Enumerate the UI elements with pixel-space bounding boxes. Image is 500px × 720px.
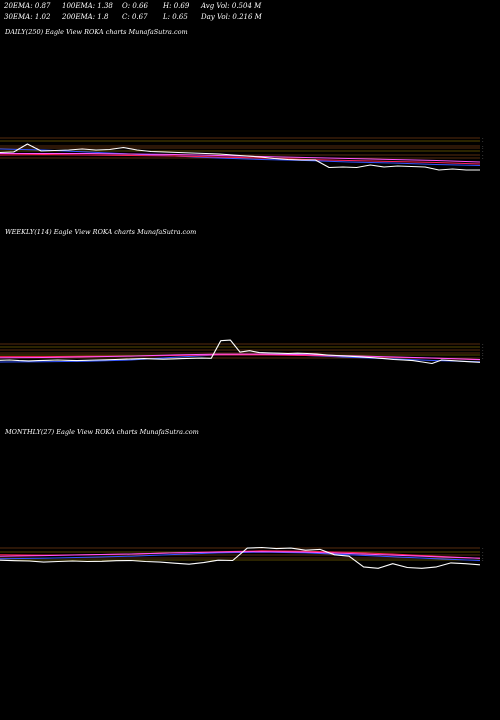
level-marker: - xyxy=(482,349,484,353)
level-marker: - xyxy=(482,357,484,361)
price-line xyxy=(0,143,480,171)
monthly-chart: ----- xyxy=(0,546,484,569)
monthly-panel-title: MONTHLY(27) Eagle View ROKA charts Munaf… xyxy=(5,428,199,436)
level-marker: - xyxy=(482,150,484,154)
ema-line-blue xyxy=(0,148,481,166)
ema20-label: 20EMA: 0.87 xyxy=(4,2,51,10)
level-marker: - xyxy=(482,352,484,356)
level-marker: - xyxy=(482,157,484,161)
price-line xyxy=(0,339,481,365)
avg-vol-label: Avg Vol: 0.504 M xyxy=(201,2,262,10)
daily-panel-title: DAILY(250) Eagle View ROKA charts Munafa… xyxy=(5,28,188,36)
ema-line-red xyxy=(0,154,481,165)
level-marker: - xyxy=(482,554,484,558)
level-marker: - xyxy=(482,547,484,551)
ema30-label: 30EMA: 1.02 xyxy=(4,13,51,21)
ema-line-magenta xyxy=(0,551,481,559)
day-vol-label: Day Vol: 0.216 M xyxy=(201,13,262,21)
level-marker: - xyxy=(482,145,484,149)
ema200-label: 200EMA: 1.8 xyxy=(62,13,109,21)
price-line xyxy=(0,546,481,569)
level-marker: - xyxy=(482,137,484,141)
level-marker: - xyxy=(482,147,484,151)
level-marker: - xyxy=(482,557,484,561)
close-label: C: 0.67 xyxy=(122,13,148,21)
low-label: L: 0.65 xyxy=(163,13,188,21)
high-label: H: 0.69 xyxy=(163,2,190,10)
level-marker: - xyxy=(482,559,484,563)
level-marker: - xyxy=(482,354,484,358)
level-marker: - xyxy=(482,551,484,555)
level-marker: - xyxy=(482,346,484,350)
daily-chart: ------- xyxy=(0,137,484,171)
ema-line-blue xyxy=(0,551,481,561)
open-label: O: 0.66 xyxy=(122,2,148,10)
ema100-label: 100EMA: 1.38 xyxy=(62,2,113,10)
level-marker: - xyxy=(482,154,484,158)
level-marker: - xyxy=(482,140,484,144)
ema-line-magenta xyxy=(0,353,481,360)
level-marker: - xyxy=(482,343,484,347)
weekly-chart: ------ xyxy=(0,339,484,365)
weekly-panel-title: WEEKLY(114) Eagle View ROKA charts Munaf… xyxy=(5,228,197,236)
